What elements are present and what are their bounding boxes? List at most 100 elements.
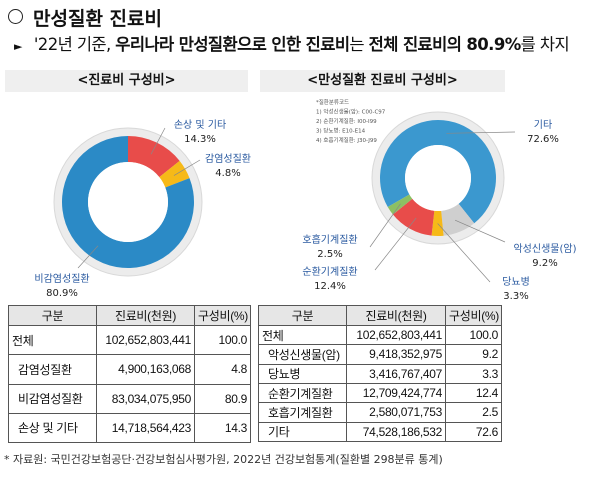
- subtitle-part: '22년 기준,: [33, 35, 116, 54]
- slice-value: 9.2%: [532, 258, 557, 269]
- row-label: 호흡기계질환: [258, 402, 347, 423]
- table-row: 감염성질환 4,900,163,068 4.8: [8, 354, 251, 385]
- table-row: 순환기계질환 12,709,424,774 12.4: [258, 382, 502, 404]
- source-footnote: * 자료원: 국민건강보험공단·건강보험심사평가원, 2022년 건강보험통계(…: [4, 453, 443, 466]
- cell-value: 100.0: [194, 324, 251, 356]
- cell-value: 9.2: [445, 344, 502, 365]
- left-chart-header: <진료비 구성비>: [5, 70, 248, 92]
- cell-value: 14.3: [194, 412, 251, 444]
- subtitle-bold: 우리나라 만성질환으로 인한 진료비: [115, 35, 350, 54]
- slice-label: 감염성질환: [205, 153, 251, 165]
- note-line: 3) 당뇨병: E10-E14: [316, 127, 366, 135]
- slice-label: 비감염성질환: [34, 273, 89, 285]
- subtitle: ► '22년 기준, 우리나라 만성질환으로 인한 진료비는 전체 진료비의 80…: [14, 31, 570, 55]
- leader-line: [77, 245, 99, 269]
- row-label: 당뇨병: [258, 363, 347, 384]
- table-row: 전체 102,652,803,441 100.0: [258, 324, 502, 346]
- row-label: 전체: [8, 324, 97, 356]
- column-header: 진료비(천원): [346, 305, 446, 326]
- subtitle-part: 는: [349, 35, 369, 54]
- row-label: 감염성질환: [8, 354, 97, 385]
- right-chart-header: <만성질환 진료비 구성비>: [260, 70, 505, 92]
- note-line: 1) 악성신생물(암): C00-C97: [316, 108, 386, 116]
- cell-value: 4.8: [194, 354, 251, 385]
- table-row: 기타 74,528,186,532 72.6: [258, 421, 502, 443]
- column-header: 구분: [258, 305, 347, 326]
- slice-value: 14.3%: [184, 134, 216, 145]
- table-chronic-cost: 구분 진료비(천원) 구성비(%) 전체 102,652,803,441 100.0 악성신…: [258, 305, 502, 443]
- donut-slice: [128, 136, 180, 178]
- row-label: 손상 및 기타: [8, 412, 97, 444]
- slice-label: 순환기계질환: [302, 266, 357, 278]
- column-header: 진료비(천원): [96, 305, 195, 326]
- column-header: 구분: [8, 305, 97, 326]
- donut-chart-total: 손상 및 기타 14.3% 감염성질환 4.8% 비감염성질환 80.9%: [34, 119, 251, 299]
- cell-value: 2.5: [445, 402, 502, 423]
- note-line: 4) 호흡기계질환: J30-J99: [316, 136, 377, 144]
- cell-value: 72.6: [445, 421, 502, 443]
- cell-value: 102,652,803,441: [96, 324, 195, 356]
- slice-label: 당뇨병: [502, 276, 530, 288]
- cell-value: 2,580,071,753: [346, 402, 446, 423]
- circle-bullet-icon: [8, 9, 23, 24]
- cell-value: 4,900,163,068: [96, 354, 195, 385]
- donut-hole: [405, 145, 471, 211]
- donut-hole: [88, 162, 168, 242]
- slice-value: 4.8%: [215, 168, 240, 179]
- slice-value: 80.9%: [46, 288, 78, 299]
- donut-slice: [392, 198, 435, 236]
- donut-slice: [441, 203, 475, 236]
- row-label: 악성신생물(암): [258, 344, 347, 365]
- leader-line: [374, 217, 417, 271]
- cell-value: 9,418,352,975: [346, 344, 446, 365]
- triangle-bullet-icon: ►: [14, 40, 22, 53]
- column-header: 구성비(%): [445, 305, 502, 326]
- title-text: 만성질환 진료비: [33, 8, 162, 30]
- cell-value: 12,709,424,774: [346, 382, 446, 404]
- donut-slice: [380, 120, 496, 224]
- leader-line: [446, 131, 516, 134]
- cell-value: 100.0: [445, 324, 502, 346]
- column-header: 구성비(%): [194, 305, 251, 326]
- note-line: *질환분류코드: [316, 98, 349, 106]
- table-row: 호흡기계질환 2,580,071,753 2.5: [258, 402, 502, 423]
- leader-line: [369, 203, 401, 248]
- slice-label: 호흡기계질환: [302, 233, 357, 246]
- page-title: 만성질환 진료비: [8, 4, 162, 31]
- leader-line: [454, 219, 506, 243]
- slice-label: 손상 및 기타: [174, 119, 226, 131]
- cell-value: 3.3: [445, 363, 502, 384]
- slice-value: 3.3%: [503, 291, 528, 302]
- slice-label: 악성신생물(암): [513, 243, 576, 255]
- subtitle-bold: 전체 진료비의 80.9%: [368, 35, 522, 54]
- leader-line: [437, 223, 491, 283]
- donut-slice: [159, 160, 190, 188]
- table-row: 당뇨병 3,416,767,407 3.3: [258, 363, 502, 384]
- cell-value: 12.4: [445, 382, 502, 404]
- table-row: 전체 102,652,803,441 100.0: [8, 324, 251, 356]
- cell-value: 80.9: [194, 383, 251, 414]
- row-label: 비감염성질환: [8, 383, 97, 414]
- donut-slice: [431, 210, 444, 236]
- donut-slice: [62, 136, 195, 268]
- slice-value: 72.6%: [527, 134, 559, 145]
- cell-value: 14,718,564,423: [96, 412, 195, 444]
- table-row: 비감염성질환 83,034,075,950 80.9: [8, 383, 251, 414]
- leader-line: [150, 127, 166, 155]
- slice-value: 2.5%: [317, 249, 342, 260]
- row-label: 전체: [258, 324, 347, 346]
- slice-value: 12.4%: [314, 281, 346, 292]
- cell-value: 102,652,803,441: [346, 324, 446, 346]
- cell-value: 83,034,075,950: [96, 383, 195, 414]
- row-label: 순환기계질환: [258, 382, 347, 404]
- leader-line: [173, 159, 201, 176]
- cell-value: 3,416,767,407: [346, 363, 446, 384]
- slice-label: 기타: [534, 119, 552, 131]
- table-total-cost: 구분 진료비(천원) 구성비(%) 전체 102,652,803,441 100.0 감염성…: [8, 305, 251, 444]
- donut-chart-chronic: 기타 72.6% 악성신생물(암) 9.2%당뇨병 3.3% 순환기계질환 12.4% 호흡기…: [302, 111, 577, 302]
- row-label: 기타: [258, 421, 347, 443]
- table-row: 손상 및 기타 14,718,564,423 14.3: [8, 412, 251, 444]
- table-row: 악성신생물(암) 9,418,352,975 9.2: [258, 344, 502, 365]
